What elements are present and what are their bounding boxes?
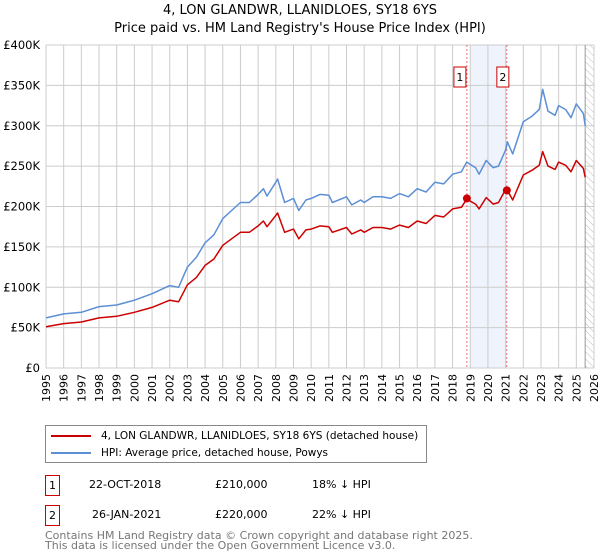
x-tick-label: 2002: [164, 374, 177, 402]
x-tick-label: 1997: [75, 374, 88, 402]
x-tick-label: 2012: [341, 374, 354, 402]
legend-label: 4, LON GLANDWR, LLANIDLOES, SY18 6YS (de…: [101, 430, 419, 442]
x-tick-label: 2011: [323, 374, 336, 402]
x-tick-label: 2005: [217, 374, 230, 402]
y-tick-label: £250K: [3, 159, 40, 173]
x-tick-label: 2025: [570, 374, 583, 402]
x-tick-label: 2022: [517, 374, 530, 402]
x-tick-label: 1996: [58, 374, 71, 402]
x-tick-label: 2014: [376, 374, 389, 402]
x-tick-label: 2010: [305, 374, 318, 402]
x-tick-label: 2017: [429, 374, 442, 402]
x-tick-label: 1999: [111, 374, 124, 402]
x-tick-label: 2007: [252, 374, 265, 402]
x-tick-label: 2020: [482, 374, 495, 402]
x-tick-label: 2008: [270, 374, 283, 402]
y-tick-label: £200K: [3, 200, 40, 214]
footer: Contains HM Land Registry data © Crown c…: [45, 529, 473, 552]
x-tick-label: 1995: [40, 374, 53, 402]
transaction-price: £220,000: [215, 508, 268, 521]
x-tick-label: 2015: [394, 374, 407, 402]
x-tick-label: 2023: [535, 374, 548, 402]
footer-copyright: Contains HM Land Registry data © Crown c…: [45, 529, 473, 542]
y-tick-label: £100K: [3, 280, 40, 294]
hpi-line: [45, 88, 586, 319]
y-tick-label: £150K: [3, 240, 40, 254]
y-tick-label: £350K: [3, 78, 40, 92]
x-tick-label: 1998: [93, 374, 106, 402]
x-tick-label: 2004: [199, 374, 212, 402]
sale-label-box: [496, 66, 510, 88]
x-tick-label: 2016: [411, 374, 424, 402]
y-tick-label: £0: [25, 361, 40, 375]
transaction-marker: 2: [45, 505, 60, 526]
sale-label-box: [453, 66, 467, 88]
x-tick-label: 2006: [234, 374, 247, 402]
transaction-hpi: 22% ↓ HPI: [312, 508, 371, 521]
transaction-date: 22-OCT-2018: [89, 478, 162, 491]
x-tick-label: 2021: [500, 374, 513, 402]
sale-label: 2: [499, 71, 506, 84]
y-tick-label: £300K: [3, 119, 40, 133]
x-tick-label: 2009: [287, 374, 300, 402]
x-tick-label: 2019: [464, 374, 477, 402]
transaction-date: 26-JAN-2021: [92, 508, 162, 521]
legend-red-line: [51, 435, 91, 437]
transaction-price: £210,000: [215, 478, 268, 491]
x-tick-label: 2018: [447, 374, 460, 402]
transaction-marker: 1: [45, 475, 60, 496]
y-tick-label: £50K: [11, 321, 41, 335]
x-tick-label: 2013: [358, 374, 371, 402]
x-tick-label: 2000: [128, 374, 141, 402]
property-price-line: [45, 150, 586, 328]
sale-label: 1: [456, 71, 463, 84]
chart-title: 4, LON GLANDWR, LLANIDLOES, SY18 6YS: [162, 3, 438, 18]
x-tick-label: 2003: [181, 374, 194, 402]
transaction-hpi: 18% ↓ HPI: [312, 478, 371, 491]
chart-subtitle: Price paid vs. HM Land Registry's House …: [114, 21, 486, 36]
y-tick-label: £400K: [3, 38, 40, 52]
price-chart: 1995 1996 1997 1998 1999 2000 2001 2002 2003 2004…: [3, 38, 600, 402]
sale-point: [462, 194, 471, 203]
footer-licence: This data is licensed under the Open Gov…: [45, 539, 396, 552]
x-tick-label: 2026: [588, 374, 600, 402]
x-tick-label: 2001: [146, 374, 159, 402]
legend-item-property: 4, LON GLANDWR, LLANIDLOES, SY18 6YS (de…: [46, 428, 418, 444]
legend-item-hpi: HPI: Average price, detached house, Powy…: [46, 445, 328, 461]
legend-label: HPI: Average price, detached house, Powy…: [101, 447, 329, 459]
x-tick-label: 2024: [553, 374, 566, 402]
legend-blue-line: [51, 452, 91, 454]
legend: 4, LON GLANDWR, LLANIDLOES, SY18 6YS (de…: [45, 425, 427, 463]
sale-point: [502, 186, 511, 195]
